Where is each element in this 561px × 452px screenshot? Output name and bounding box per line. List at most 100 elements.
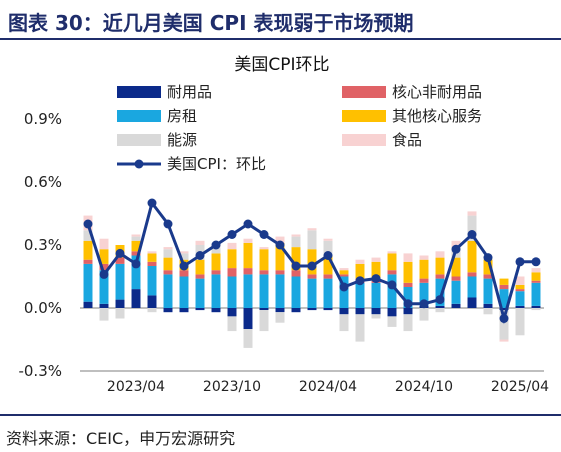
bar-segment [147,253,157,262]
bar-segment [115,299,125,308]
bar-segment [291,308,301,313]
bar-segment [307,274,317,279]
cpi-point [371,274,381,284]
x-tick-label: 2024/04 [299,379,357,395]
bar-segment [419,278,429,283]
bar-segment [403,314,413,332]
y-tick-label: 0.6% [24,173,62,191]
cpi-point [99,269,109,279]
cpi-point [227,230,237,239]
cpi-point [387,280,397,290]
bar-segment [371,314,381,319]
bar-segment [339,268,349,271]
bar-segment [243,238,253,243]
legend-label: 美国CPI：环比 [167,155,266,173]
bar-segment [115,308,125,319]
bar-segment [467,276,477,298]
figure-header: 图表 30：近几月美国 CPI 表现弱于市场预期 [0,0,561,40]
bar-segment [147,266,157,296]
bar-segment [243,268,253,275]
cpi-point [339,282,349,292]
cpi-point [403,299,413,309]
bar-segment [419,282,429,306]
bar-segment [499,308,509,311]
bar-segment [499,289,509,308]
bar-segment [99,303,109,308]
cpi-point [307,261,317,271]
bar-segment [227,249,237,269]
bar-segment [179,308,189,313]
bar-segment [371,261,381,281]
bar-segment [131,289,141,308]
bar-segment [515,289,525,292]
bar-segment [275,274,285,308]
bar-segment [371,257,381,262]
bar-segment [259,274,269,308]
source-note: 资料来源：CEIC，申万宏源研究 [6,429,236,448]
bar-segment [339,274,349,277]
legend-label: 房租 [167,107,197,125]
chart-title: 美国CPI环比 [234,55,329,75]
cpi-point [483,253,493,263]
bar-segment [387,316,397,327]
cpi-point [291,261,301,271]
cpi-point [259,230,269,239]
legend-label: 核心非耐用品 [392,83,482,101]
bar-segment [483,308,493,315]
bar-segment [419,255,429,260]
header-divider [0,38,561,40]
bar-segment [371,308,381,315]
bar-segment [291,234,301,237]
bar-segment [323,278,333,308]
bar-segment [339,276,349,308]
y-tick-label: 0.0% [24,299,62,317]
bar-segment [355,282,365,308]
bar-segment [387,253,397,271]
bar-segment [355,314,365,342]
bar-segment [179,253,189,260]
cpi-point [131,259,141,269]
bar-segment [163,249,173,258]
bar-segment [531,305,541,308]
bar-segment [515,305,525,308]
bar-segment [275,270,285,275]
bar-segment [435,305,445,308]
bar-segment [323,238,333,241]
bar-segment [291,270,301,277]
bar-segment [179,270,189,277]
bar-segment [451,240,461,248]
bar-segment [243,274,253,308]
bar-segment [83,263,93,302]
bar-segment [387,308,397,317]
legend-swatch [342,134,386,146]
bar-segment [179,251,189,254]
bar-segment [355,308,365,315]
x-tick-label: 2023/04 [107,379,165,395]
bar-segment [435,251,445,258]
bar-segment [435,308,445,313]
bar-segment [259,270,269,275]
legend-swatch [117,110,161,122]
bar-segment [499,284,509,290]
bar-segment [99,308,109,321]
bar-segment [499,310,509,340]
cpi-point [83,219,93,229]
bar-segment [211,253,221,271]
bar-segment [275,312,285,323]
bar-segment [211,274,221,308]
bar-segment [259,247,269,250]
figure-header-title: 图表 30：近几月美国 CPI 表现弱于市场预期 [8,11,414,35]
bar-segment [515,276,525,285]
cpi-point [499,314,509,323]
bar-segment [483,259,493,275]
cpi-point [451,244,461,254]
bar-segment [131,236,141,241]
chart-axes [80,307,544,372]
bar-segment [259,249,269,271]
x-tick-label: 2025/04 [491,379,549,395]
cpi-point [419,299,429,309]
bar-segment [499,278,509,285]
bar-segment [99,249,109,264]
bar-segment [323,255,333,275]
bar-segment [387,274,397,308]
